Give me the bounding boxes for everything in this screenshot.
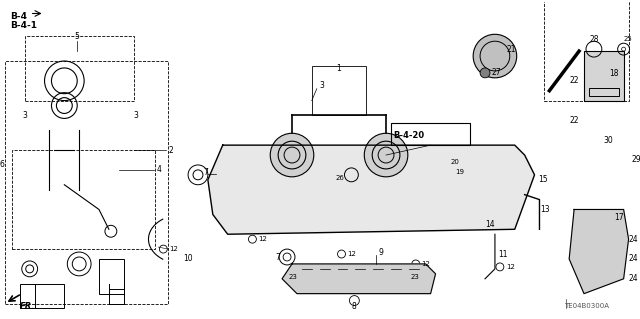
Text: 30: 30 bbox=[604, 136, 614, 145]
Bar bbox=[25, 36, 134, 100]
Circle shape bbox=[270, 133, 314, 177]
Text: 27: 27 bbox=[492, 68, 502, 78]
Text: B-4-1: B-4-1 bbox=[10, 21, 37, 30]
Text: 23: 23 bbox=[411, 274, 420, 280]
Text: FR.: FR. bbox=[20, 302, 35, 311]
Text: 10: 10 bbox=[183, 255, 193, 263]
Bar bbox=[391, 123, 470, 145]
Text: 22: 22 bbox=[569, 76, 579, 85]
Text: 11: 11 bbox=[498, 249, 508, 258]
Text: 29: 29 bbox=[632, 155, 640, 165]
Text: 5: 5 bbox=[75, 32, 79, 41]
Polygon shape bbox=[208, 145, 534, 234]
Text: 3: 3 bbox=[320, 81, 324, 90]
Text: 14: 14 bbox=[485, 220, 495, 229]
Text: 1: 1 bbox=[336, 64, 341, 73]
Text: 18: 18 bbox=[609, 69, 618, 78]
Bar bbox=[12, 150, 156, 249]
Text: 15: 15 bbox=[538, 175, 548, 184]
Text: 24: 24 bbox=[628, 274, 638, 283]
Text: 12: 12 bbox=[506, 264, 515, 270]
Bar bbox=[5, 61, 168, 303]
Text: 12: 12 bbox=[259, 236, 268, 242]
Text: 22: 22 bbox=[569, 116, 579, 125]
Bar bbox=[589, 88, 619, 96]
Text: 12: 12 bbox=[348, 251, 356, 257]
Text: 26: 26 bbox=[335, 175, 344, 181]
Text: TE04B0300A: TE04B0300A bbox=[564, 303, 609, 309]
Circle shape bbox=[473, 34, 516, 78]
Text: 3: 3 bbox=[134, 111, 138, 120]
Text: 4: 4 bbox=[156, 165, 161, 174]
Text: 7: 7 bbox=[275, 253, 280, 262]
Text: 9: 9 bbox=[378, 248, 383, 256]
Circle shape bbox=[480, 68, 490, 78]
Text: 24: 24 bbox=[628, 235, 638, 244]
Text: B-4: B-4 bbox=[10, 11, 27, 20]
Text: 13: 13 bbox=[540, 205, 550, 214]
Bar bbox=[312, 66, 366, 115]
Text: B-4-20: B-4-20 bbox=[393, 131, 424, 140]
Text: 23: 23 bbox=[288, 274, 297, 280]
Circle shape bbox=[364, 133, 408, 177]
Text: 25: 25 bbox=[623, 36, 632, 42]
Polygon shape bbox=[282, 264, 436, 293]
Bar bbox=[545, 0, 628, 100]
Text: 2: 2 bbox=[168, 145, 173, 155]
Text: 17: 17 bbox=[614, 213, 623, 222]
Text: 21: 21 bbox=[507, 45, 516, 54]
Text: 12: 12 bbox=[169, 246, 178, 252]
Bar bbox=[99, 259, 124, 293]
Text: 19: 19 bbox=[455, 169, 465, 175]
Bar bbox=[20, 284, 65, 308]
Text: 12: 12 bbox=[422, 261, 431, 267]
Text: 24: 24 bbox=[628, 255, 638, 263]
Text: 3: 3 bbox=[23, 111, 28, 120]
Text: 8: 8 bbox=[352, 302, 356, 311]
Text: 20: 20 bbox=[451, 159, 460, 165]
Text: 28: 28 bbox=[589, 35, 598, 44]
Polygon shape bbox=[569, 210, 628, 293]
Bar bbox=[584, 51, 623, 100]
Text: 7: 7 bbox=[203, 168, 208, 177]
Text: 6: 6 bbox=[0, 160, 4, 169]
